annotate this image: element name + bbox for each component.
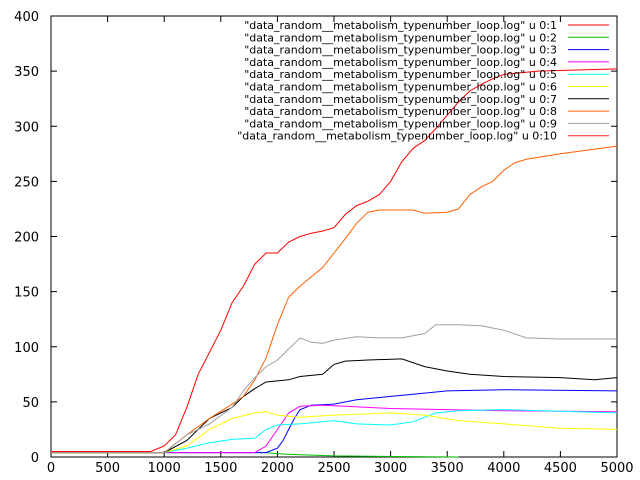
series-line-3 [51, 389, 618, 454]
legend-label-1: "data_random__metabolism_typenumber_loop… [244, 19, 557, 32]
legend-label-3: "data_random__metabolism_typenumber_loop… [244, 44, 557, 57]
series-line-7 [51, 358, 618, 454]
x-tick-label: 2500 [317, 461, 350, 476]
series-line-4 [51, 404, 618, 454]
series-line-9 [51, 324, 617, 454]
y-tick-label: 400 [14, 10, 39, 25]
y-tick-label: 300 [14, 120, 39, 135]
y-tick-label: 250 [14, 175, 39, 190]
x-tick-label: 0 [47, 461, 55, 476]
x-tick-label: 3000 [374, 461, 407, 476]
legend-label-4: "data_random__metabolism_typenumber_loop… [244, 56, 557, 69]
y-tick-label: 350 [14, 65, 39, 80]
y-tick-label: 100 [14, 341, 39, 356]
legend-label-9: "data_random__metabolism_typenumber_loop… [244, 117, 557, 130]
chart-legend: "data_random__metabolism_typenumber_loop… [237, 19, 609, 143]
x-tick-label: 4500 [544, 461, 577, 476]
y-tick-label: 200 [14, 231, 39, 246]
series-line-2 [51, 452, 459, 458]
legend-label-8: "data_random__metabolism_typenumber_loop… [244, 105, 557, 118]
series-line-1 [51, 68, 618, 452]
series-line-6 [51, 411, 618, 454]
x-tick-label: 500 [95, 461, 120, 476]
legend-label-6: "data_random__metabolism_typenumber_loop… [244, 81, 557, 94]
y-tick-label: 50 [22, 396, 39, 411]
y-tick-label: 0 [31, 451, 39, 466]
x-tick-label: 5000 [600, 461, 633, 476]
legend-label-10: "data_random__metabolism_typenumber_loop… [237, 130, 557, 143]
y-tick-label: 150 [14, 286, 39, 301]
x-tick-label: 3500 [431, 461, 464, 476]
series-line-5 [51, 409, 618, 454]
series-line-8 [51, 145, 618, 454]
chart-axes: 0 500 1000 1500 2000 2500 3000 3500 4000 4500 5000… [14, 10, 633, 476]
x-tick-label: 1500 [204, 461, 237, 476]
chart-plot-area [51, 68, 618, 458]
legend-label-2: "data_random__metabolism_typenumber_loop… [244, 31, 557, 44]
x-tick-label: 2000 [261, 461, 294, 476]
legend-label-5: "data_random__metabolism_typenumber_loop… [244, 68, 557, 81]
x-tick-label: 1000 [148, 461, 181, 476]
legend-label-7: "data_random__metabolism_typenumber_loop… [244, 93, 557, 106]
x-tick-label: 4000 [487, 461, 520, 476]
